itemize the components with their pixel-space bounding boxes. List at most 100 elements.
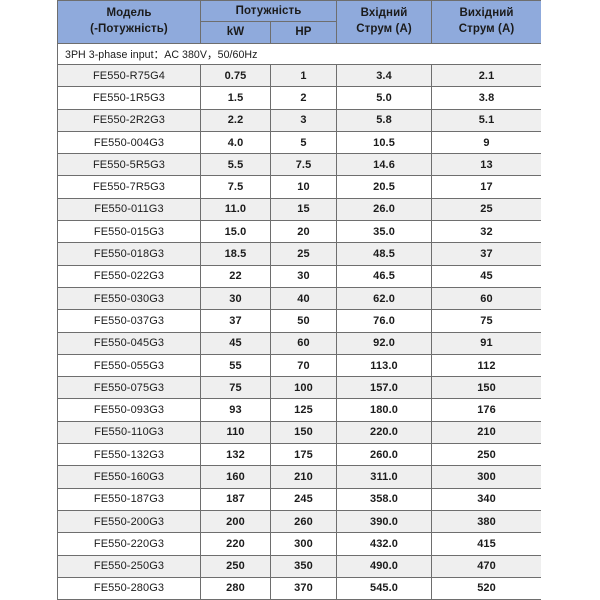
- hp-cell: 125: [269, 398, 338, 422]
- output-current-cell: 17: [431, 175, 541, 199]
- table-row: FE550-015G3 15.0 20 35.0 32: [57, 220, 541, 244]
- output-current-cell: 9: [431, 130, 541, 155]
- input-current-cell: 545.0: [336, 576, 433, 600]
- column-header-output-line2: Струм (А): [458, 23, 515, 35]
- kw-cell: 250: [200, 554, 271, 578]
- table-header: Модель (-Потужність) Потужність Вхідний …: [57, 0, 542, 44]
- output-current-cell: 415: [431, 532, 541, 556]
- output-current-cell: 250: [431, 443, 541, 467]
- model-cell: FE550-055G3: [57, 353, 201, 378]
- model-cell: FE550-1R5G3: [57, 86, 201, 110]
- kw-cell: 37: [200, 309, 271, 333]
- table-row: FE550-011G3 11.0 15 26.0 25: [57, 197, 541, 222]
- model-cell: FE550-132G3: [57, 443, 201, 467]
- output-current-cell: 380: [431, 509, 541, 534]
- kw-cell: 110: [200, 420, 271, 445]
- table-row: FE550-110G3 110 150 220.0 210: [57, 420, 541, 445]
- table-row: FE550-093G3 93 125 180.0 176: [57, 398, 541, 422]
- kw-cell: 132: [200, 443, 271, 467]
- hp-cell: 60: [269, 331, 338, 355]
- column-header-power-group: Потужність: [199, 0, 338, 22]
- model-cell: FE550-030G3: [57, 286, 201, 311]
- table-row: FE550-030G3 30 40 62.0 60: [57, 286, 541, 311]
- column-header-model-line2: (-Потужність): [90, 23, 168, 35]
- hp-cell: 5: [269, 130, 338, 155]
- input-current-cell: 92.0: [336, 331, 433, 355]
- output-current-cell: 25: [431, 197, 541, 222]
- subheader-row: 3PH 3-phase input：AC 380V，50/60Hz: [57, 43, 541, 65]
- input-current-cell: 76.0: [336, 309, 433, 333]
- input-current-cell: 157.0: [336, 376, 433, 400]
- output-current-cell: 32: [431, 220, 541, 244]
- model-cell: FE550-022G3: [57, 264, 201, 288]
- output-current-cell: 75: [431, 309, 541, 333]
- table-row: FE550-220G3 220 300 432.0 415: [57, 532, 541, 556]
- table-row: FE550-132G3 132 175 260.0 250: [57, 443, 541, 467]
- table-row: FE550-250G3 250 350 490.0 470: [57, 554, 541, 578]
- column-header-model-line1: Модель: [106, 7, 152, 20]
- kw-cell: 75: [200, 376, 271, 400]
- model-cell: FE550-5R5G3: [57, 153, 201, 177]
- table-row: FE550-R75G4 0.75 1 3.4 2.1: [57, 63, 541, 88]
- input-current-cell: 220.0: [336, 420, 433, 445]
- model-cell: FE550-280G3: [57, 576, 201, 600]
- kw-cell: 187: [200, 487, 271, 511]
- kw-cell: 1.5: [200, 86, 271, 110]
- table-row: FE550-200G3 200 260 390.0 380: [57, 509, 541, 534]
- kw-cell: 11.0: [200, 197, 271, 222]
- inverter-spec-table: Модель (-Потужність) Потужність Вхідний …: [57, 0, 541, 600]
- input-current-cell: 48.5: [336, 242, 433, 266]
- header-row-bottom: kW HP: [58, 21, 542, 44]
- hp-cell: 245: [269, 487, 338, 511]
- column-header-input-current: Вхідний Струм (А): [336, 0, 433, 44]
- kw-cell: 93: [200, 398, 271, 422]
- table-row: FE550-022G3 22 30 46.5 45: [57, 264, 541, 288]
- model-cell: FE550-045G3: [57, 331, 201, 355]
- input-current-cell: 35.0: [336, 220, 433, 244]
- table-row: FE550-1R5G3 1.5 2 5.0 3.8: [57, 86, 541, 110]
- column-header-input-line2: Струм (А): [356, 23, 412, 35]
- column-header-model: Модель (-Потужність): [57, 0, 201, 44]
- hp-cell: 10: [269, 175, 338, 199]
- kw-cell: 0.75: [200, 63, 271, 88]
- hp-cell: 30: [269, 264, 338, 288]
- hp-cell: 70: [269, 353, 338, 378]
- model-cell: FE550-004G3: [57, 130, 201, 155]
- input-current-cell: 3.4: [336, 63, 433, 88]
- hp-cell: 50: [269, 309, 338, 333]
- model-cell: FE550-018G3: [57, 242, 201, 266]
- output-current-cell: 112: [431, 353, 541, 378]
- kw-cell: 22: [200, 264, 271, 288]
- model-cell: FE550-187G3: [57, 487, 201, 511]
- hp-cell: 260: [269, 509, 338, 534]
- output-current-cell: 176: [431, 398, 541, 422]
- kw-cell: 7.5: [200, 175, 271, 199]
- table-body: 3PH 3-phase input：AC 380V，50/60Hz FE550-…: [57, 43, 541, 600]
- model-cell: FE550-160G3: [57, 465, 201, 489]
- hp-cell: 370: [269, 576, 338, 600]
- hp-cell: 3: [269, 108, 338, 132]
- output-current-cell: 520: [431, 576, 541, 600]
- output-current-cell: 150: [431, 376, 541, 400]
- output-current-cell: 340: [431, 487, 541, 511]
- output-current-cell: 5.1: [431, 108, 541, 132]
- table-row: FE550-018G3 18.5 25 48.5 37: [57, 242, 541, 266]
- input-current-cell: 180.0: [336, 398, 433, 422]
- input-current-cell: 432.0: [336, 532, 433, 556]
- kw-cell: 18.5: [200, 242, 271, 266]
- table-row: FE550-7R5G3 7.5 10 20.5 17: [57, 175, 541, 199]
- kw-cell: 2.2: [200, 108, 271, 132]
- input-current-cell: 311.0: [336, 465, 433, 489]
- header-row-top: Модель (-Потужність) Потужність Вхідний …: [57, 0, 541, 44]
- model-cell: FE550-037G3: [57, 309, 201, 333]
- hp-cell: 7.5: [269, 153, 338, 177]
- column-header-output-line1: Вихідний: [459, 7, 514, 20]
- kw-cell: 200: [200, 509, 271, 534]
- hp-cell: 150: [269, 420, 338, 445]
- output-current-cell: 45: [431, 264, 541, 288]
- hp-cell: 25: [269, 242, 338, 266]
- column-header-hp: HP: [269, 21, 338, 44]
- table-row: FE550-055G3 55 70 113.0 112: [57, 353, 541, 378]
- column-header-output-current: Вихідний Струм (А): [431, 0, 541, 44]
